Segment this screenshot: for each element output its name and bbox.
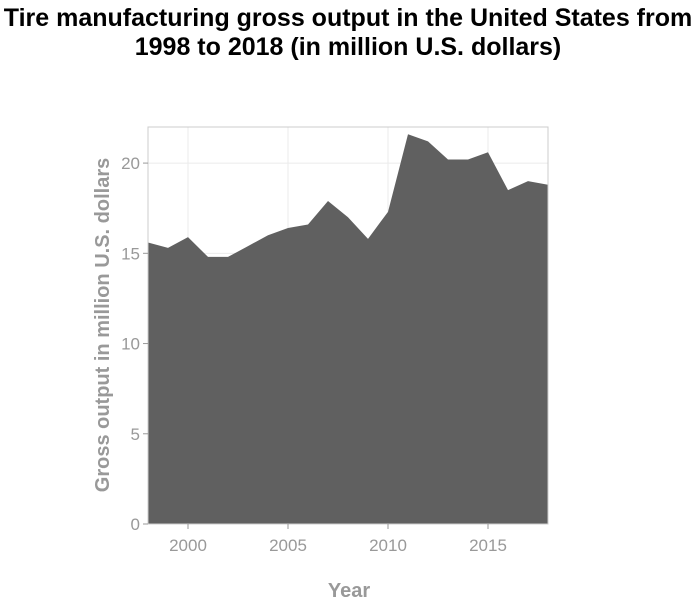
x-axis-ticks: 2000 2005 2010 2015 <box>169 524 507 555</box>
y-tick-label: 10 <box>121 335 140 354</box>
area-series <box>148 134 548 524</box>
x-tick-label: 2005 <box>269 536 307 555</box>
x-tick-label: 2010 <box>369 536 407 555</box>
y-axis-label: Gross output in million U.S. dollars <box>92 158 114 492</box>
y-tick-label: 15 <box>121 244 140 263</box>
y-tick-label: 5 <box>131 425 140 444</box>
y-tick-label: 0 <box>131 515 140 534</box>
x-tick-label: 2000 <box>169 536 207 555</box>
chart-title: Tire manufacturing gross output in the U… <box>3 4 693 61</box>
plot-frame <box>147 126 549 525</box>
x-axis-label: Year <box>328 580 370 602</box>
y-tick-label: 20 <box>121 154 140 173</box>
y-axis-ticks: 0 5 10 15 20 <box>121 154 148 534</box>
x-tick-label: 2015 <box>469 536 507 555</box>
